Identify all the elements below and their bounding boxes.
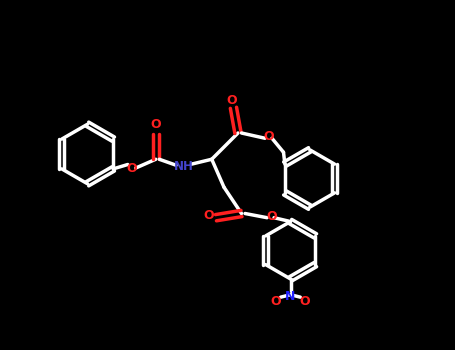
Text: O: O	[151, 118, 161, 132]
Text: NH: NH	[174, 160, 194, 174]
Text: O: O	[266, 210, 277, 223]
Text: N: N	[285, 290, 296, 303]
Text: O: O	[227, 93, 237, 107]
Text: O: O	[299, 295, 310, 308]
Text: O: O	[204, 209, 214, 223]
Text: O: O	[271, 295, 282, 308]
Text: O: O	[126, 161, 136, 175]
Text: O: O	[264, 130, 274, 143]
